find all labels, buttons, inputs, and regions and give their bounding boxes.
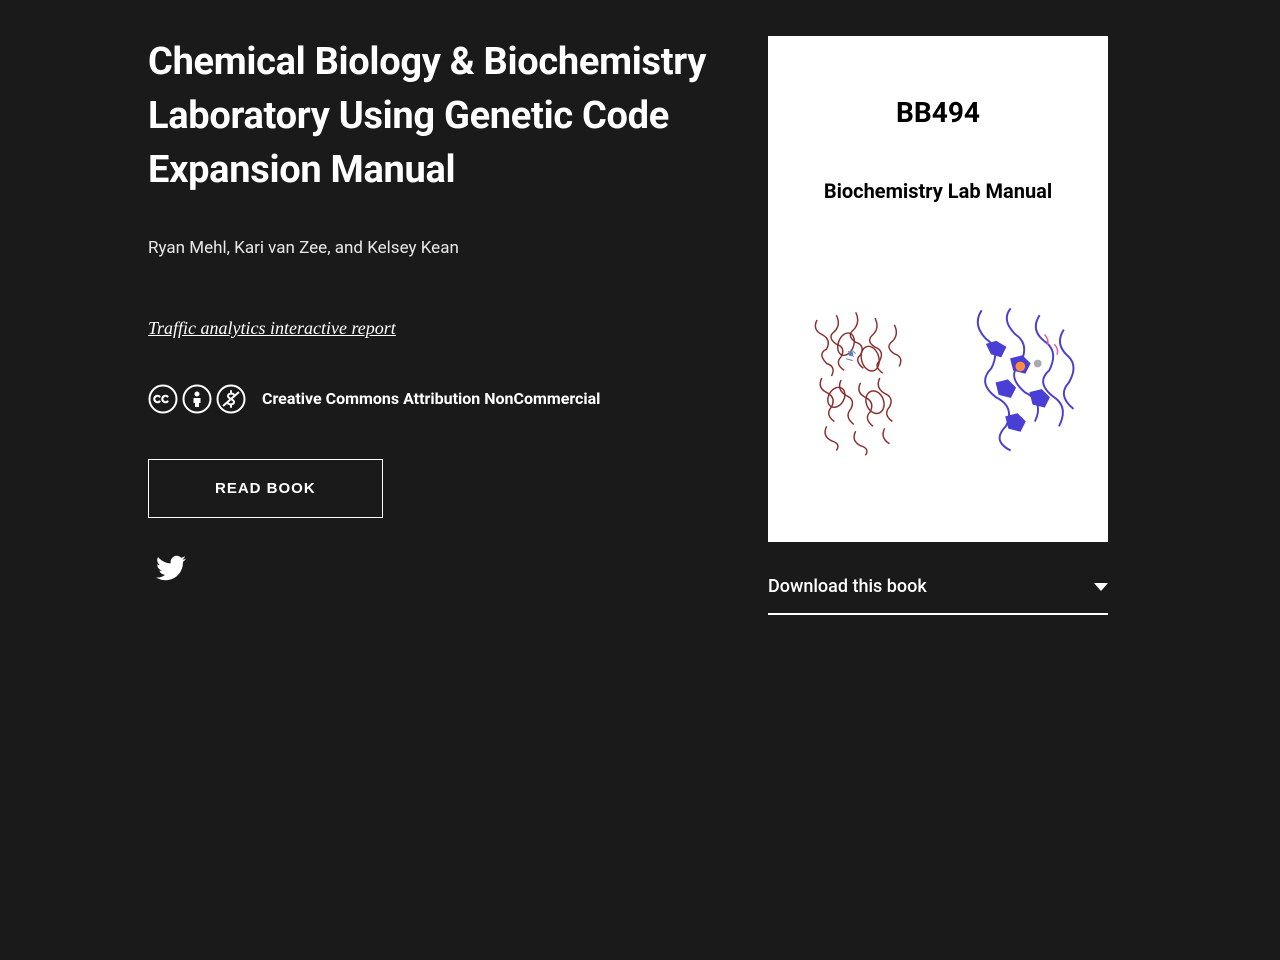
download-label: Download this book	[768, 576, 927, 597]
download-dropdown[interactable]: Download this book	[768, 560, 1108, 615]
right-column: BB494 Biochemistry Lab Manual	[768, 36, 1108, 615]
nc-icon	[216, 384, 246, 414]
left-column: Chemical Biology & Biochemistry Laborato…	[148, 36, 708, 615]
protein-right-icon	[943, 288, 1088, 468]
license-label: Creative Commons Attribution NonCommerci…	[262, 389, 600, 408]
cover-course-code: BB494	[788, 96, 1088, 129]
book-cover: BB494 Biochemistry Lab Manual	[768, 36, 1108, 542]
read-book-button[interactable]: READ BOOK	[148, 459, 383, 518]
by-icon	[182, 384, 212, 414]
main-container: Chemical Biology & Biochemistry Laborato…	[0, 0, 1280, 651]
cover-subtitle: Biochemistry Lab Manual	[788, 179, 1088, 203]
cc-icon	[148, 384, 178, 414]
share-row	[148, 553, 708, 587]
book-title: Chemical Biology & Biochemistry Laborato…	[148, 36, 708, 198]
protein-left-icon	[788, 288, 933, 468]
authors-line: Ryan Mehl, Kari van Zee, and Kelsey Kean	[148, 238, 708, 258]
cc-icons-group	[148, 384, 246, 414]
protein-illustrations	[788, 243, 1088, 512]
twitter-icon[interactable]	[156, 553, 186, 583]
license-row: Creative Commons Attribution NonCommerci…	[148, 384, 708, 414]
chevron-down-icon	[1094, 583, 1108, 591]
traffic-report-link[interactable]: Traffic analytics interactive report	[148, 318, 396, 339]
